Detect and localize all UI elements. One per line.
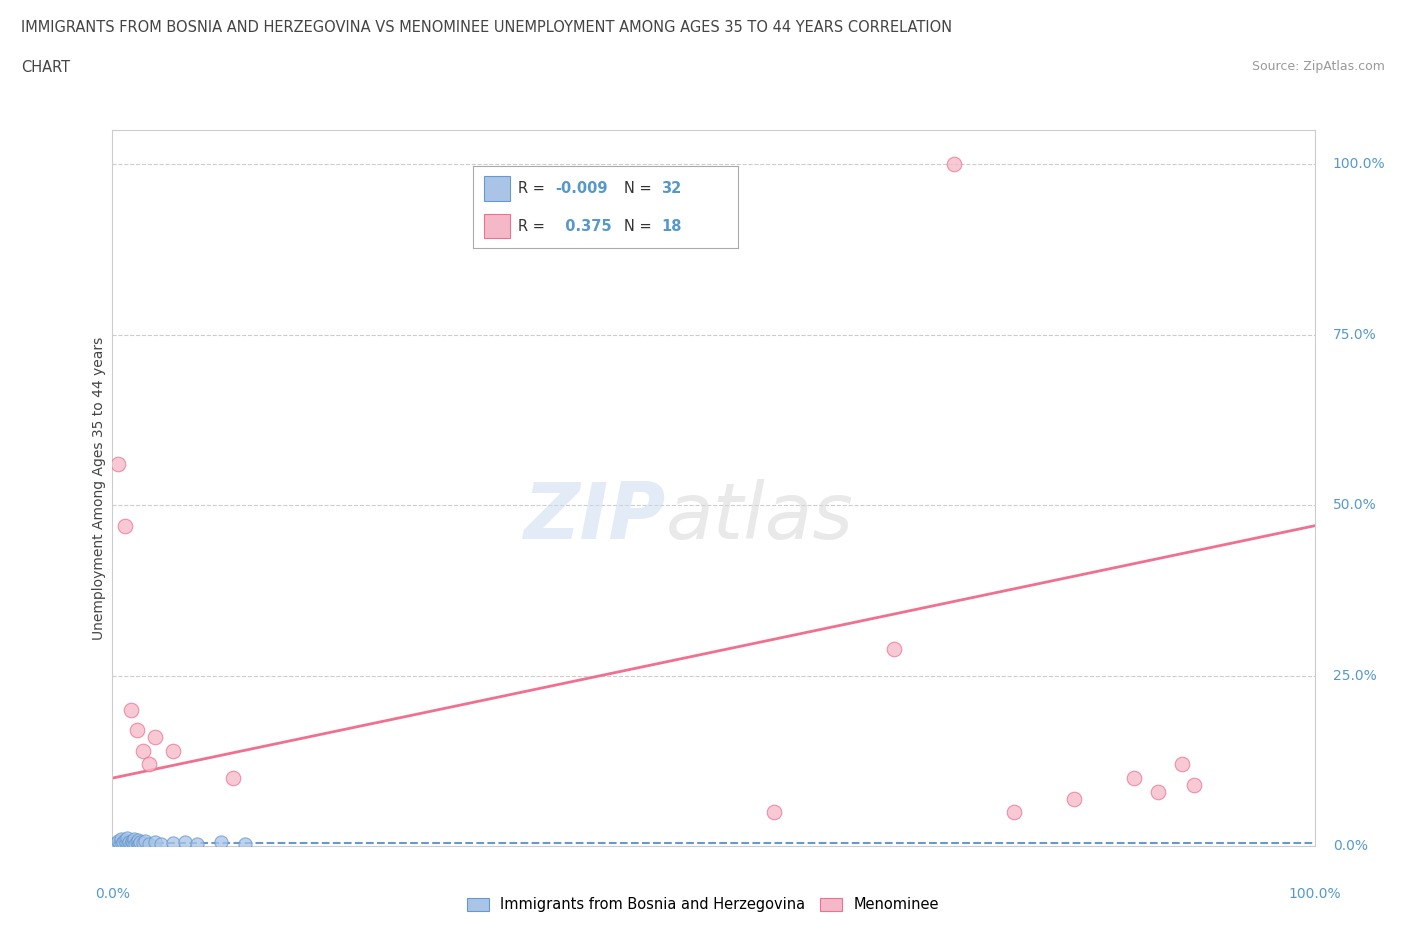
Text: 18: 18 <box>661 219 682 233</box>
Point <box>115 830 138 845</box>
Point <box>134 833 156 848</box>
Text: 50.0%: 50.0% <box>1333 498 1376 512</box>
Point <box>108 836 131 851</box>
Point <box>107 457 129 472</box>
Point <box>125 835 148 850</box>
Text: CHART: CHART <box>21 60 70 74</box>
Legend: Immigrants from Bosnia and Herzegovina, Menominee: Immigrants from Bosnia and Herzegovina, … <box>461 891 945 918</box>
Text: 32: 32 <box>661 180 681 195</box>
Point <box>114 832 136 847</box>
Text: 25.0%: 25.0% <box>1333 669 1376 683</box>
Point <box>1002 804 1025 819</box>
Point <box>143 835 166 850</box>
Text: 75.0%: 75.0% <box>1333 327 1376 342</box>
Point <box>1147 784 1170 799</box>
Point <box>883 641 905 656</box>
Point <box>120 837 142 852</box>
Point <box>122 832 145 847</box>
Point <box>118 834 141 849</box>
Text: 0.375: 0.375 <box>555 219 612 233</box>
Text: 0.0%: 0.0% <box>1333 839 1368 854</box>
Point <box>112 835 135 850</box>
Bar <box>484 176 510 201</box>
Point <box>762 804 785 819</box>
Point <box>143 730 166 745</box>
Y-axis label: Unemployment Among Ages 35 to 44 years: Unemployment Among Ages 35 to 44 years <box>91 337 105 640</box>
Text: N =: N = <box>624 180 657 195</box>
Text: Source: ZipAtlas.com: Source: ZipAtlas.com <box>1251 60 1385 73</box>
Point <box>114 518 136 533</box>
Point <box>1184 777 1206 792</box>
Point <box>222 771 245 786</box>
Point <box>111 837 134 852</box>
Point <box>162 835 184 850</box>
Point <box>131 743 153 758</box>
Point <box>104 837 127 852</box>
Point <box>110 832 132 847</box>
Point <box>114 835 136 850</box>
Point <box>149 837 172 852</box>
Point <box>105 835 128 850</box>
Point <box>138 757 160 772</box>
Text: 100.0%: 100.0% <box>1333 157 1385 171</box>
Point <box>127 832 149 847</box>
Point <box>209 835 232 850</box>
Point <box>107 833 129 848</box>
Text: -0.009: -0.009 <box>555 180 607 195</box>
Point <box>162 743 184 758</box>
Point <box>122 835 145 850</box>
Point <box>124 836 146 851</box>
Text: N =: N = <box>624 219 657 233</box>
Text: ZIP: ZIP <box>523 479 665 555</box>
Point <box>105 838 128 853</box>
Point <box>138 836 160 851</box>
Point <box>173 834 195 849</box>
Point <box>128 837 150 852</box>
Point <box>942 157 965 172</box>
Point <box>120 702 142 717</box>
Point <box>117 836 139 851</box>
Text: atlas: atlas <box>665 479 853 555</box>
Point <box>121 833 143 848</box>
Point <box>1171 757 1194 772</box>
Point <box>1123 771 1146 786</box>
Point <box>1063 791 1085 806</box>
Text: R =: R = <box>517 219 550 233</box>
Point <box>131 835 153 850</box>
Point <box>186 836 208 851</box>
Text: R =: R = <box>517 180 550 195</box>
Point <box>125 723 148 737</box>
Point <box>129 834 152 849</box>
Text: IMMIGRANTS FROM BOSNIA AND HERZEGOVINA VS MENOMINEE UNEMPLOYMENT AMONG AGES 35 T: IMMIGRANTS FROM BOSNIA AND HERZEGOVINA V… <box>21 20 952 35</box>
Point <box>233 837 256 852</box>
Text: 100.0%: 100.0% <box>1288 887 1341 901</box>
Text: 0.0%: 0.0% <box>96 887 129 901</box>
Bar <box>484 214 510 238</box>
